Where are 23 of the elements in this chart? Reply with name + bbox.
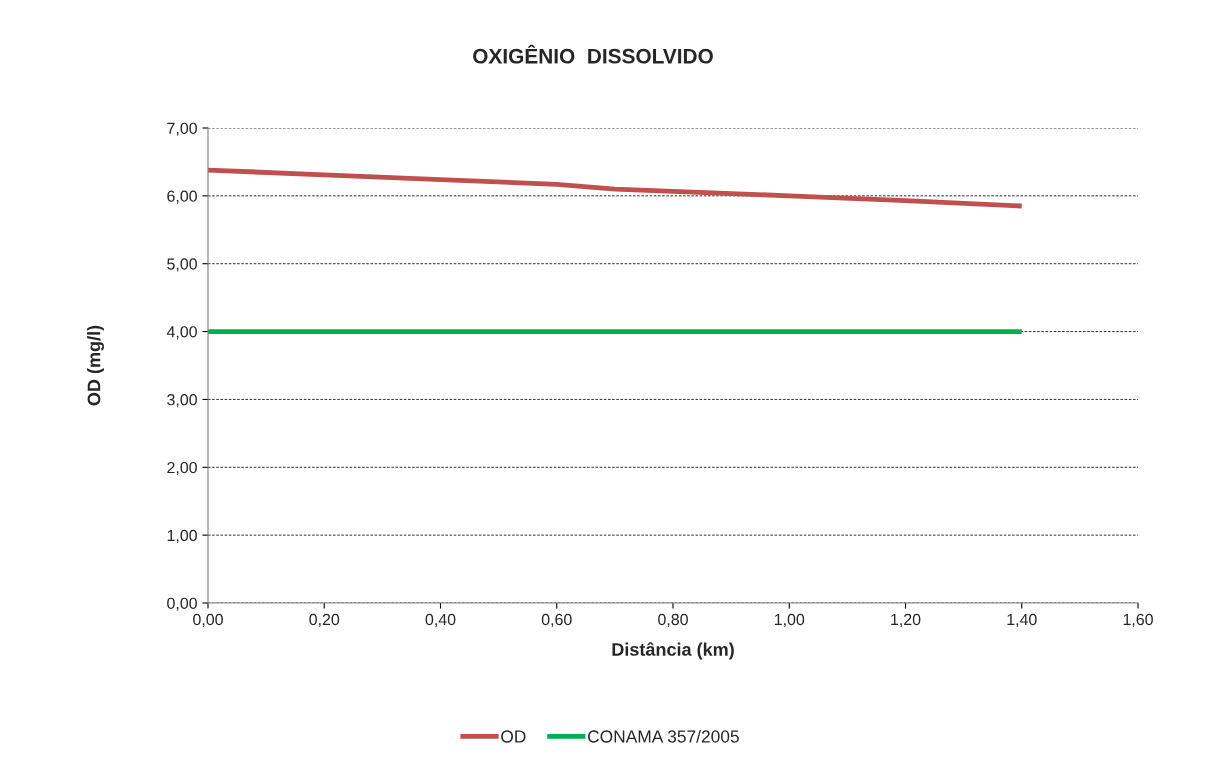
x-tick-label: 1,40 (1007, 613, 1037, 628)
x-tick-label: 0,60 (541, 613, 572, 628)
legend-label: CONAMA 357/2005 (588, 729, 739, 743)
x-tick-label: 1,00 (774, 613, 805, 628)
x-tick-label: 1,20 (891, 613, 921, 628)
x-tick-label: 0,40 (425, 613, 456, 628)
y-tick-label: 6,00 (167, 190, 197, 204)
y-tick-label: 3,00 (167, 394, 197, 408)
x-axis-title: Distância (km) (612, 642, 734, 660)
line-series (208, 167, 1025, 209)
y-tick-label: 5,00 (167, 258, 197, 272)
legend-label: OD (501, 730, 526, 743)
y-tick-label: 0,00 (167, 597, 197, 611)
x-tick-label: 0,80 (658, 613, 688, 628)
x-tick-label: 0,20 (309, 613, 340, 628)
x-tick-label: 1,60 (1123, 613, 1153, 628)
y-tick-label: 1,00 (167, 529, 197, 543)
y-tick-label: 4,00 (166, 326, 197, 340)
y-axis-title: OD (mg/l) (87, 325, 104, 406)
x-tick-label: 0,00 (193, 613, 223, 628)
chart-title: OXIGÊNIO DISSOLVIDO (473, 44, 713, 64)
y-tick-label: 7,00 (167, 122, 197, 136)
y-tick-label: 2,00 (167, 461, 197, 476)
